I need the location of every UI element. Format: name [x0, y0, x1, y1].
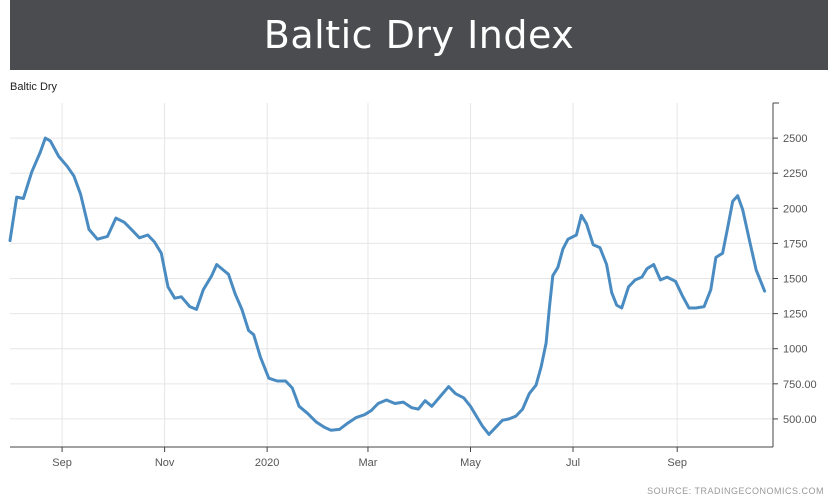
y-tick-label: 2500	[783, 133, 807, 145]
y-tick-label: 1250	[783, 309, 807, 321]
chart-panel	[10, 70, 828, 495]
x-tick-label: Mar	[358, 457, 377, 469]
x-tick-label: May	[460, 457, 481, 469]
grid-lines	[10, 103, 773, 447]
y-tick-label: 750.00	[783, 379, 817, 391]
title-banner: Baltic Dry Index	[10, 0, 828, 70]
y-tick-label: 1750	[783, 238, 807, 250]
axes: 500.00 750.00 1000 1250 1500 1750 2000 2250 2500…	[10, 102, 817, 469]
series-layer	[8, 136, 767, 436]
source-credit: SOURCE: TRADINGECONOMICS.COM	[647, 486, 824, 496]
x-tick-label: Sep	[667, 457, 687, 469]
y-tick-label: 1000	[783, 344, 807, 356]
x-tick-label: Sep	[52, 457, 72, 469]
y-tick-label: 500.00	[783, 414, 817, 426]
x-tick-label: 2020	[255, 457, 279, 469]
x-tick-label: Nov	[155, 457, 175, 469]
slide-title: Baltic Dry Index	[263, 13, 575, 57]
y-tick-label: 2000	[783, 203, 807, 215]
y-tick-label: 1500	[783, 274, 807, 286]
chart-title: Baltic Dry	[10, 81, 58, 93]
series-line	[8, 136, 767, 436]
x-tick-label: Jul	[566, 457, 580, 469]
y-tick-label: 2250	[783, 168, 807, 180]
